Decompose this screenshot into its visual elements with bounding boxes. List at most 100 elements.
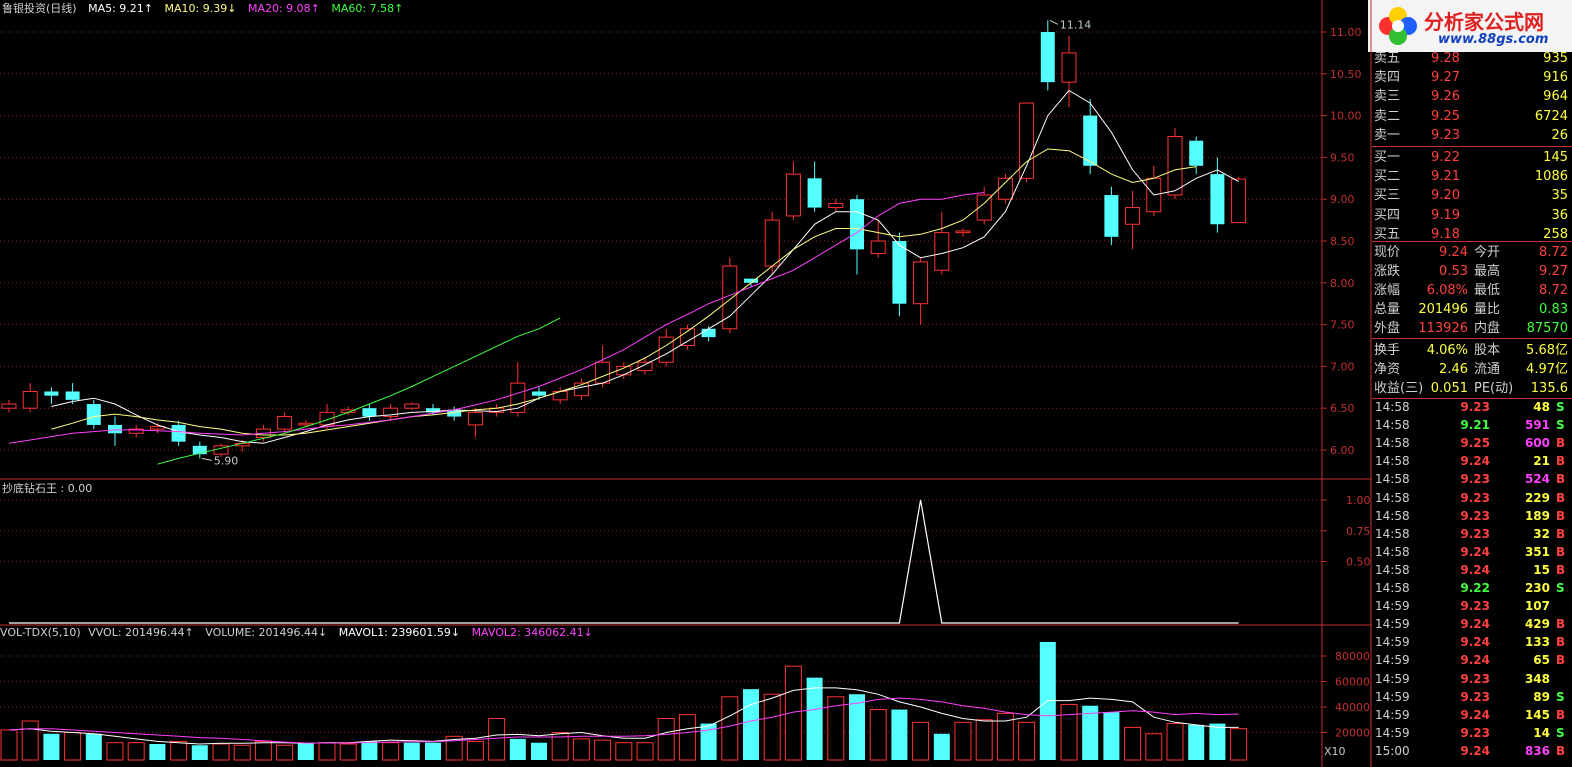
candle-body — [1210, 174, 1225, 225]
tick-time: 14:59 — [1375, 599, 1410, 614]
bid-row: 买二 9.21 1086 — [1372, 167, 1572, 186]
order-label: 买一 — [1374, 150, 1401, 165]
volume-tick-label: 60000 — [1335, 676, 1370, 689]
quote-info-row: 现价 9.24 今开 8.72 — [1372, 243, 1572, 262]
tick-price: 9.23 — [1460, 671, 1490, 686]
tick-price: 9.24 — [1460, 454, 1490, 469]
bid-row: 买四 9.19 36 — [1372, 206, 1572, 225]
price-legend: 鲁银投资(日线) MA5: 9.21↑ MA10: 9.39↓ MA20: 9.… — [2, 2, 411, 16]
tick-price: 9.24 — [1460, 544, 1490, 559]
volume-bar — [276, 744, 294, 761]
tick-time: 14:58 — [1375, 562, 1410, 577]
order-price: 9.28 — [1431, 51, 1460, 66]
candle-body — [870, 240, 886, 255]
quote-info-row: 总量 201496 量比 0.83 — [1372, 300, 1572, 319]
tick-time: 14:58 — [1375, 490, 1410, 505]
panel-separator — [1372, 241, 1572, 242]
tick-time: 14:59 — [1375, 689, 1410, 704]
tick-time: 14:58 — [1375, 400, 1410, 414]
tick-row: 14:58 9.24 21 B — [1372, 452, 1572, 470]
volume-bar — [0, 729, 18, 761]
volume-legend: VOL-TDX(5,10) VVOL: 201496.44↑ VOLUME: 2… — [0, 626, 601, 640]
volume-bar — [891, 709, 908, 760]
volume-bar — [700, 723, 717, 760]
info-value-2: 5.68亿 — [1526, 343, 1568, 358]
quote-info-row: 涨幅 6.08% 最低 8.72 — [1372, 281, 1572, 300]
tick-row: 14:58 9.23 32 B — [1372, 525, 1572, 543]
volume-bar — [149, 743, 166, 760]
tick-row: 14:58 9.22 230 S — [1372, 579, 1572, 597]
order-volume: 258 — [1543, 226, 1568, 242]
volume-bar — [933, 733, 950, 760]
order-price: 9.19 — [1431, 207, 1460, 223]
info-label-2: PE(动) — [1474, 381, 1514, 396]
price-tick-label: 9.00 — [1330, 193, 1355, 206]
volume-bar — [1145, 733, 1163, 761]
tick-volume: 600 — [1524, 436, 1550, 451]
tick-volume: 429 — [1524, 617, 1550, 632]
tick-row: 14:58 9.23 189 B — [1372, 507, 1572, 525]
tick-row: 14:59 9.24 145 B — [1372, 706, 1572, 724]
mavol1-line — [8, 687, 1239, 745]
volume-bar — [1209, 723, 1226, 760]
tick-time: 14:58 — [1375, 418, 1410, 433]
candle-body — [1125, 207, 1141, 225]
candle-body — [171, 424, 186, 442]
candle-body — [1061, 52, 1077, 83]
tick-direction: B — [1556, 472, 1566, 487]
ma20-legend: MA20: 9.08↑ — [247, 2, 320, 15]
order-price: 9.18 — [1431, 226, 1460, 242]
tick-direction: S — [1556, 581, 1565, 595]
info-label-2: 内盘 — [1474, 321, 1501, 336]
order-price: 9.21 — [1431, 169, 1460, 185]
tick-volume: 145 — [1524, 707, 1550, 722]
flower-icon — [1379, 7, 1417, 45]
panel-separator — [1372, 398, 1572, 399]
info-value-2: 0.83 — [1539, 302, 1568, 317]
candle-body — [828, 202, 844, 209]
logo-url[interactable]: www.88gs.com — [1438, 32, 1549, 47]
info-value: 113926 — [1418, 321, 1468, 336]
order-label: 买五 — [1374, 226, 1401, 242]
order-price: 9.26 — [1431, 89, 1460, 105]
quote-info-row: 换手 4.06% 股本 5.68亿 — [1372, 341, 1572, 360]
tick-direction: B — [1556, 544, 1566, 559]
volume-unit-label: X10 — [1324, 745, 1346, 758]
info-label: 现价 — [1374, 245, 1401, 260]
volume-bar — [954, 721, 972, 761]
tick-direction: S — [1556, 689, 1565, 704]
order-label: 卖三 — [1374, 89, 1401, 105]
volume-bar — [382, 742, 400, 761]
indicator-tick-label: 0.50 — [1346, 556, 1371, 569]
tick-time: 14:58 — [1375, 436, 1410, 451]
tick-row: 14:58 9.24 351 B — [1372, 543, 1572, 561]
kline-chart[interactable]: 11.00 10.50 10.00 9.50 9.00 8.50 8.00 7.50 7.00 6… — [0, 0, 1372, 767]
tick-volume: 65 — [1533, 653, 1550, 668]
volume-bar — [297, 742, 314, 760]
logo-title: 分析家公式网 — [1424, 10, 1544, 34]
info-value: 201496 — [1418, 302, 1468, 317]
info-value-2: 8.72 — [1539, 245, 1568, 260]
high-pointer — [1049, 19, 1059, 25]
candle-body — [637, 361, 653, 372]
info-label-2: 量比 — [1474, 302, 1501, 317]
tick-time: 14:59 — [1375, 707, 1410, 722]
tick-price: 9.24 — [1460, 635, 1490, 650]
price-tick-label: 11.00 — [1330, 26, 1362, 39]
volume-bar — [488, 717, 506, 761]
tick-price: 9.24 — [1460, 562, 1490, 577]
candle-body — [383, 407, 399, 418]
tick-time: 15:00 — [1375, 743, 1410, 758]
candle-body — [807, 178, 822, 208]
tick-row: 14:58 9.23 48 S — [1372, 398, 1572, 416]
candle-body — [1231, 178, 1247, 224]
tick-direction: B — [1556, 617, 1566, 632]
candle-body — [65, 391, 80, 400]
bid-row: 买三 9.20 35 — [1372, 186, 1572, 205]
tick-volume: 14 — [1533, 725, 1550, 740]
low-annotation: 5.90 — [214, 454, 239, 467]
candle-body — [934, 232, 950, 271]
tick-time: 14:59 — [1375, 671, 1410, 686]
candle-body — [913, 261, 929, 305]
volume-bar — [425, 742, 441, 760]
